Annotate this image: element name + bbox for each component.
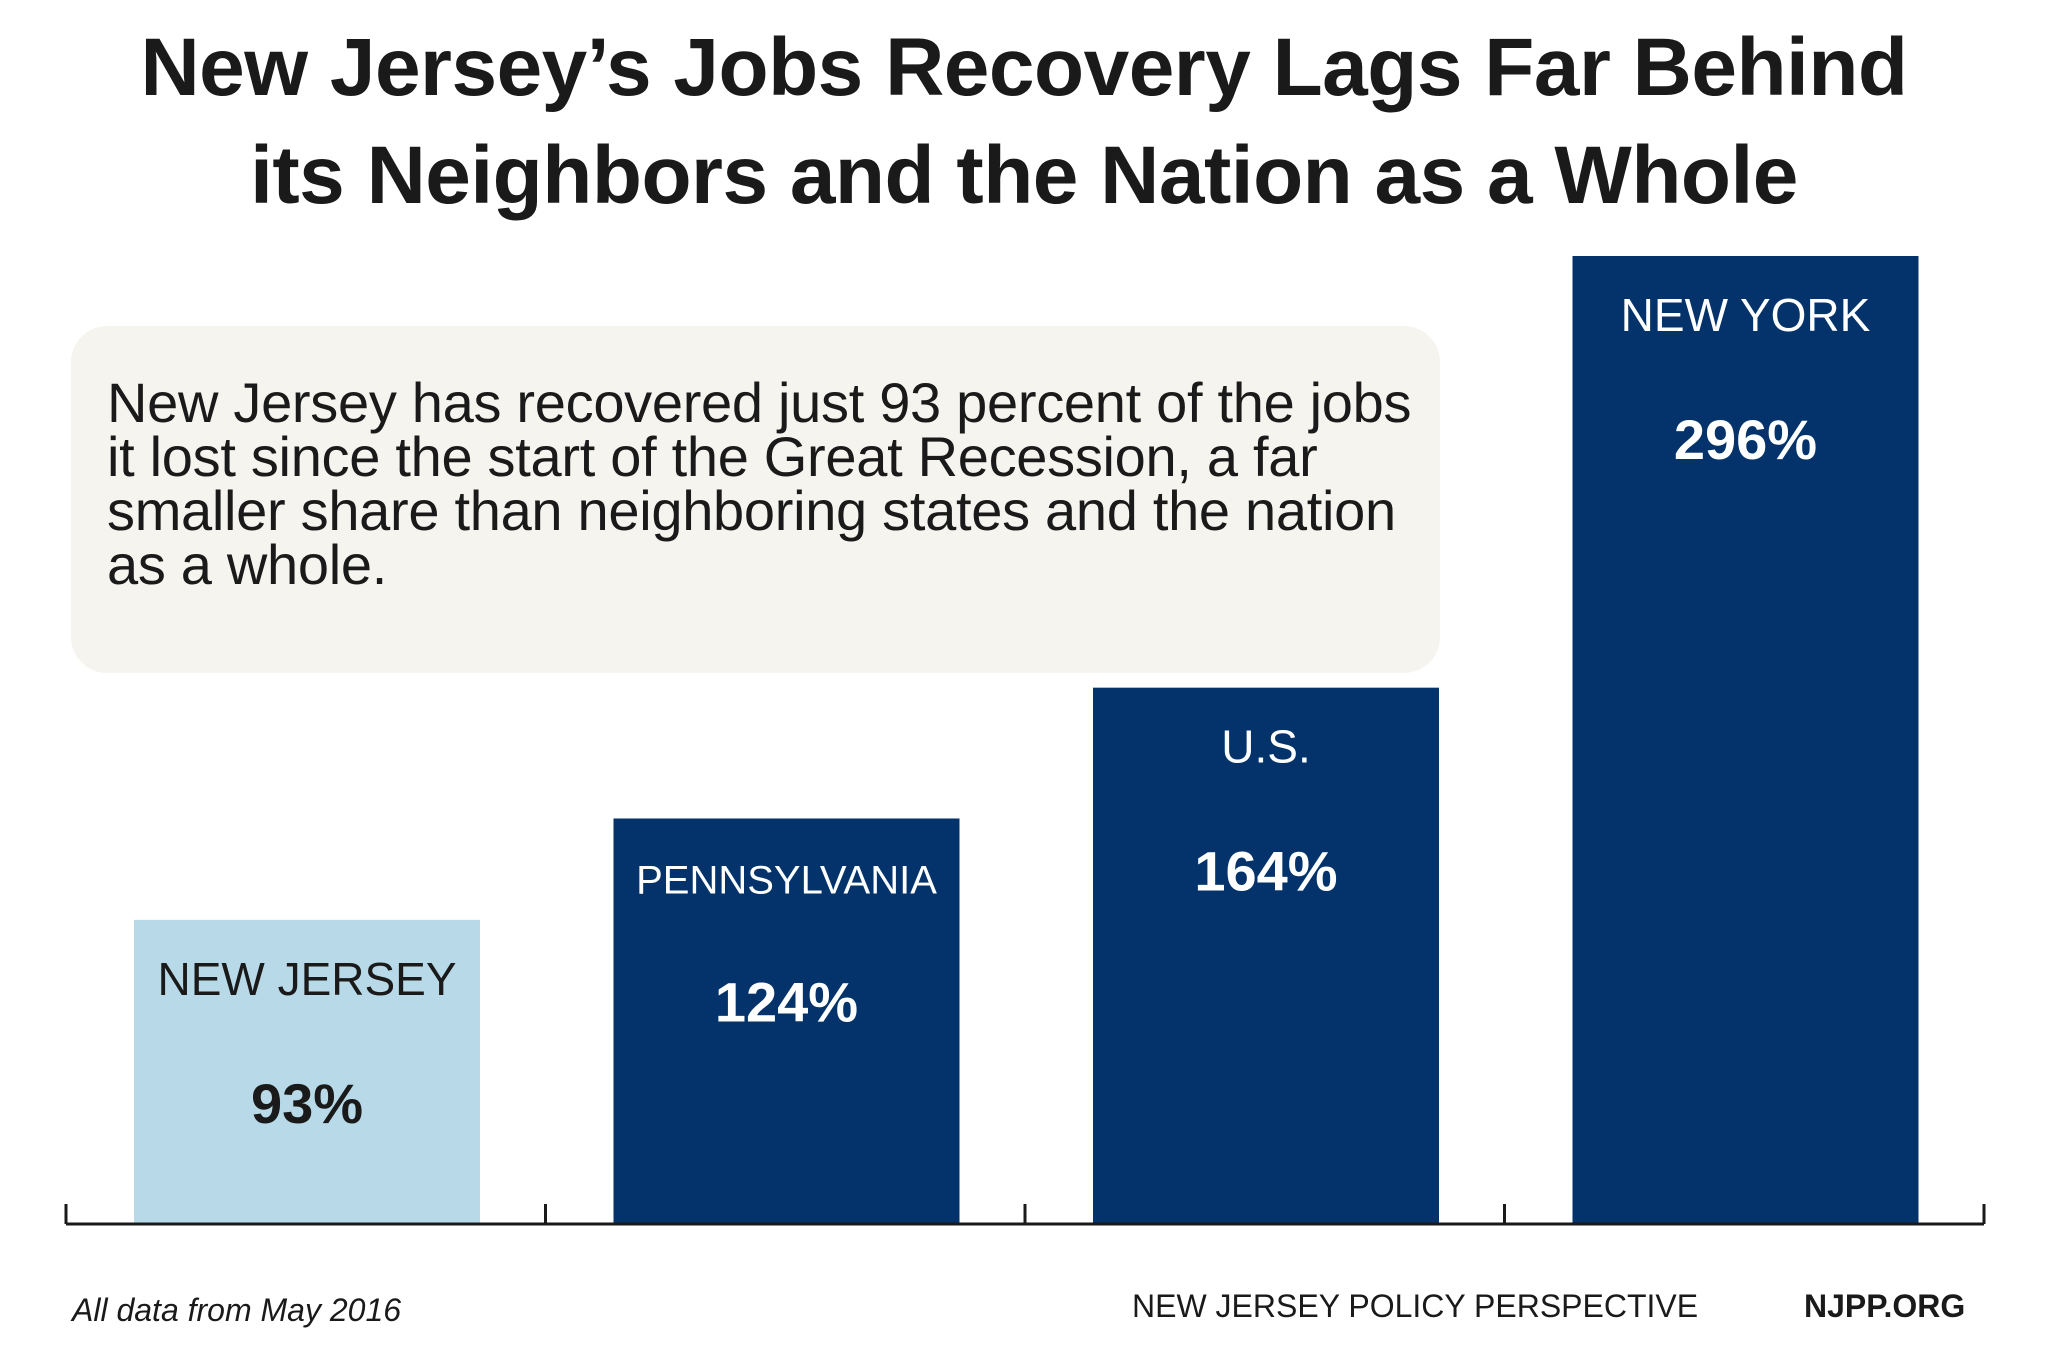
category-label: NEW JERSEY <box>157 953 456 1005</box>
value-label: 164% <box>1194 840 1337 903</box>
value-label: 124% <box>715 970 858 1033</box>
category-label: U.S. <box>1221 721 1310 773</box>
callout-box: New Jersey has recovered just 93 percent… <box>71 326 1440 673</box>
callout-text: New Jersey has recovered just 93 percent… <box>107 371 1412 596</box>
value-label: 93% <box>251 1072 363 1135</box>
bar-new-jersey <box>134 919 480 1224</box>
category-label: PENNSYLVANIA <box>636 858 937 902</box>
org-name: NEW JERSEY POLICY PERSPECTIVE <box>1132 1288 1699 1324</box>
bar-pennsylvania <box>613 818 960 1224</box>
source-note: All data from May 2016 <box>72 1292 402 1328</box>
value-label: 296% <box>1674 408 1817 471</box>
chart-title-line-2: its Neighbors and the Nation as a Whole <box>250 130 1798 221</box>
bar-new-york <box>1572 256 1919 1224</box>
chart-title: New Jersey’s Jobs Recovery Lags Far Behi… <box>0 14 2048 230</box>
chart-title-line-1: New Jersey’s Jobs Recovery Lags Far Behi… <box>140 22 1908 113</box>
bars-layer: NEW JERSEY 93% PENNSYLVANIA 124% U.S. 164% NEW… <box>134 256 1919 1224</box>
org-url-link[interactable]: NJPP.ORG <box>1804 1288 1966 1324</box>
bar-u-s <box>1093 687 1439 1224</box>
x-axis <box>64 1204 1986 1226</box>
category-label: NEW YORK <box>1621 289 1871 341</box>
